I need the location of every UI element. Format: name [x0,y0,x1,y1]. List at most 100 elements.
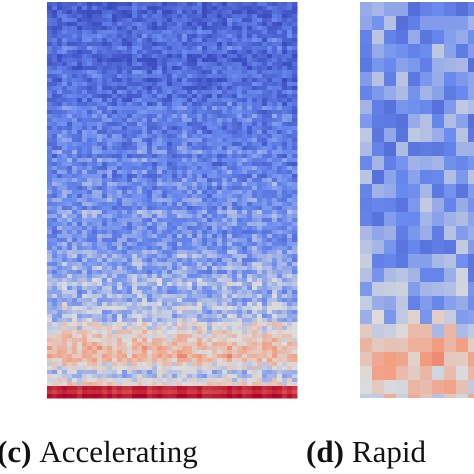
heatmap-cell [237,278,243,283]
heatmap-cell [117,222,123,227]
heatmap-cell [47,46,53,51]
heatmap-cell [57,330,63,335]
heatmap-cell [52,338,58,343]
heatmap-cell [197,282,203,287]
heatmap-cell [57,182,63,187]
heatmap-cell [97,386,103,391]
heatmap-cell [77,338,83,343]
heatmap-cell [67,146,73,151]
heatmap-cell [282,342,288,347]
heatmap-cell [162,194,168,199]
heatmap-cell [147,250,153,255]
heatmap-cell [242,22,248,27]
heatmap-cell [257,258,263,263]
heatmap-cell [92,198,98,203]
heatmap-cell [262,82,268,87]
heatmap-cell [57,314,63,319]
heatmap-cell [227,130,233,135]
heatmap-cell [217,274,223,279]
heatmap-cell [267,290,273,295]
heatmap-cell [217,202,223,207]
heatmap-cell [122,158,128,163]
heatmap-cell [82,194,88,199]
heatmap-cell [112,274,118,279]
heatmap-cell [197,230,203,235]
heatmap-cell [292,342,298,347]
heatmap-cell [107,70,113,75]
heatmap-cell [157,134,163,139]
heatmap-cell [177,110,183,115]
heatmap-cell [97,58,103,63]
heatmap-cell [182,194,188,199]
heatmap-cell [262,282,268,287]
heatmap-cell [172,118,178,123]
heatmap-cell [47,362,53,367]
heatmap-cell [207,86,213,91]
heatmap-cell [202,10,208,15]
heatmap-cell [162,70,168,75]
heatmap-cell [267,358,273,363]
heatmap-cell [92,122,98,127]
heatmap-cell [272,194,278,199]
heatmap-cell [122,102,128,107]
heatmap-cell [192,314,198,319]
heatmap-cell [127,22,133,27]
heatmap-cell [127,206,133,211]
heatmap-cell [227,114,233,119]
heatmap-cell [137,90,143,95]
heatmap-cell [67,394,73,399]
heatmap-cell [52,378,58,383]
heatmap-cell [112,82,118,87]
heatmap-cell [262,6,268,11]
heatmap-cell [157,18,163,23]
heatmap-cell [177,94,183,99]
heatmap-cell [237,314,243,319]
heatmap-cell [97,198,103,203]
heatmap-cell [122,142,128,147]
heatmap-cell [232,86,238,91]
heatmap-cell [62,374,68,379]
heatmap-cell [212,114,218,119]
heatmap-cell [157,382,163,387]
heatmap-cell [212,130,218,135]
heatmap-cell [197,206,203,211]
heatmap-cell [67,294,73,299]
heatmap-cell [142,346,148,351]
heatmap-cell [127,294,133,299]
heatmap-cell [162,58,168,63]
heatmap-cell [177,18,183,23]
heatmap-cell [117,90,123,95]
heatmap-cell [107,18,113,23]
heatmap-cell [212,254,218,259]
heatmap-cell [122,34,128,39]
heatmap-cell [177,238,183,243]
heatmap-cell [292,370,298,375]
heatmap-cell [107,218,113,223]
heatmap-cell [57,310,63,315]
heatmap-cell [142,294,148,299]
heatmap-cell [167,154,173,159]
heatmap-cell [62,74,68,79]
heatmap-cell [282,14,288,19]
heatmap-cell [177,102,183,107]
heatmap-cell [207,314,213,319]
heatmap-cell [92,354,98,359]
heatmap-cell [52,390,58,395]
heatmap-cell [202,18,208,23]
heatmap-cell [92,62,98,67]
heatmap-cell [187,214,193,219]
heatmap-cell [247,186,253,191]
heatmap-cell [117,262,123,267]
heatmap-cell [187,286,193,291]
heatmap-cell [237,322,243,327]
heatmap-cell [142,266,148,271]
heatmap-cell [62,342,68,347]
heatmap-cell [217,258,223,263]
heatmap-cell [192,202,198,207]
heatmap-cell [82,374,88,379]
heatmap-cell [202,334,208,339]
heatmap-cell [247,210,253,215]
heatmap-cell [72,98,78,103]
heatmap-cell [122,126,128,131]
heatmap-cell [187,298,193,303]
